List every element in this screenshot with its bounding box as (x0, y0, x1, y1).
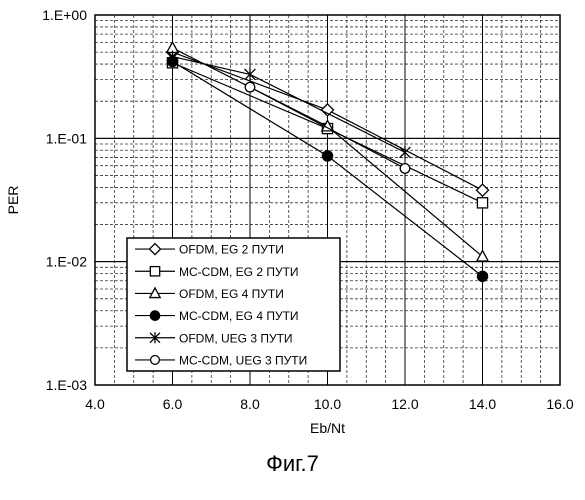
open-circle-marker (400, 164, 410, 174)
y-tick-label: 1.E-01 (46, 130, 87, 146)
x-tick-label: 16.0 (546, 396, 573, 412)
data-point (400, 164, 410, 174)
x-axis-label: Eb/Nt (310, 420, 345, 436)
legend-box (127, 238, 340, 371)
legend: OFDM, EG 2 ПУТИ MC-CDM, EG 2 ПУТИ OFDM, EG… (127, 238, 340, 371)
legend-label: MC-CDM, EG 2 ПУТИ (179, 265, 299, 279)
legend-label: OFDM, EG 2 ПУТИ (179, 243, 284, 257)
legend-label: MC-CDM, EG 4 ПУТИ (179, 309, 299, 323)
filled-circle-marker (322, 151, 332, 161)
open-circle-marker (245, 82, 255, 92)
legend-label: MC-CDM, UEG 3 ПУТИ (179, 353, 307, 367)
triangle-marker (477, 251, 488, 261)
filled-circle-marker (477, 271, 487, 281)
y-axis-ticks: 1.E-03 1.E-02 1.E-01 1.E+00 (42, 7, 87, 393)
y-tick-label: 1.E-02 (46, 254, 87, 270)
filled-circle-marker (150, 311, 159, 320)
x-tick-label: 14.0 (469, 396, 496, 412)
y-tick-label: 1.E+00 (42, 7, 87, 23)
square-marker (477, 198, 487, 208)
y-axis-label: PER (5, 186, 21, 215)
data-point (322, 104, 334, 116)
square-marker (150, 267, 159, 276)
x-tick-label: 10.0 (314, 396, 341, 412)
figure-caption: Фиг.7 (0, 451, 585, 477)
per-chart: 4.06.08.010.012.014.016.0 1.E-031.E-021.… (0, 0, 585, 445)
data-point (322, 151, 332, 161)
y-tick-label: 1.E-03 (46, 377, 87, 393)
data-point (477, 184, 489, 196)
legend-marker (150, 311, 159, 320)
data-point (477, 271, 487, 281)
x-tick-label: 12.0 (391, 396, 418, 412)
data-point (477, 251, 488, 261)
legend-label: OFDM, EG 4 ПУТИ (179, 287, 284, 301)
data-point (245, 82, 255, 92)
data-point (245, 68, 256, 80)
legend-marker (150, 267, 159, 276)
diamond-marker (477, 184, 489, 196)
x-tick-label: 4.0 (85, 396, 105, 412)
legend-marker (151, 356, 160, 365)
x-axis-ticks: 4.0 6.0 8.0 10.0 12.0 14.0 16.0 (85, 396, 574, 412)
data-point (477, 198, 487, 208)
diamond-marker (322, 104, 334, 116)
x-tick-label: 6.0 (163, 396, 183, 412)
open-circle-marker (151, 356, 160, 365)
data-point (167, 51, 178, 63)
x-tick-label: 8.0 (240, 396, 260, 412)
legend-label: OFDM, UEG 3 ПУТИ (179, 331, 293, 345)
